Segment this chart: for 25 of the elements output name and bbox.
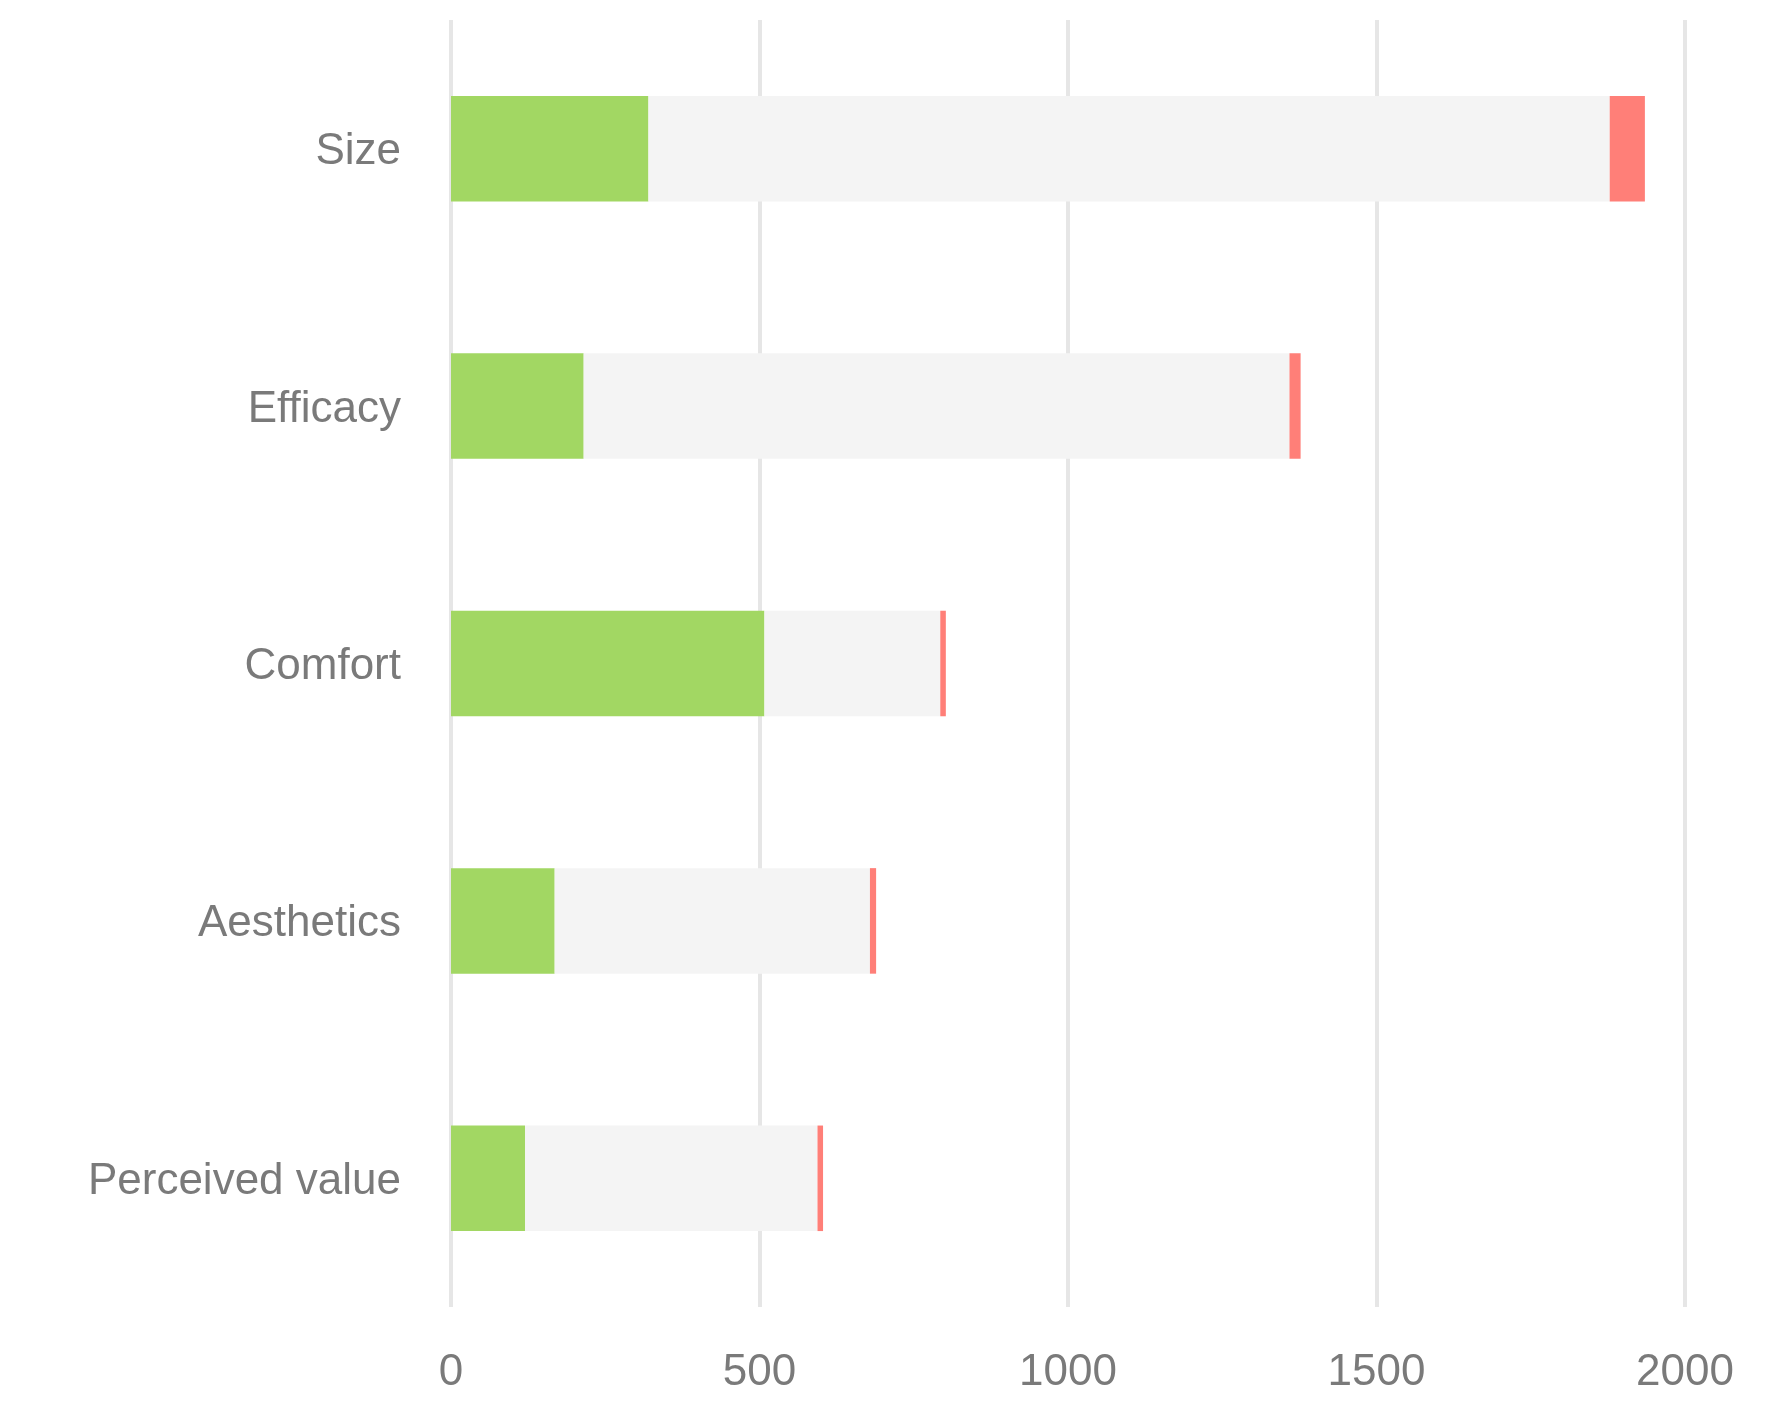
bar — [817, 1125, 824, 1232]
y-tick-label: Aesthetics — [198, 896, 401, 946]
x-tick-label: 1000 — [1019, 1344, 1117, 1394]
bar — [451, 1125, 526, 1232]
x-tick-label: 2000 — [1636, 1344, 1734, 1394]
bar — [1609, 95, 1645, 202]
bar — [451, 95, 649, 202]
bar — [1289, 353, 1301, 459]
y-tick-label: Comfort — [244, 639, 401, 688]
bar — [764, 610, 941, 717]
bar — [451, 868, 555, 974]
bar — [940, 610, 946, 717]
y-tick-label: Efficacy — [247, 381, 401, 431]
x-tick-label: 0 — [438, 1344, 464, 1394]
y-tick-label: Perceived value — [87, 1153, 401, 1203]
bar — [451, 353, 584, 459]
bar — [583, 353, 1290, 459]
bar — [525, 1125, 818, 1232]
y-tick-label: Size — [315, 124, 401, 174]
x-tick-label: 500 — [722, 1344, 797, 1394]
x-tick-label: 1500 — [1327, 1344, 1426, 1394]
bar — [648, 95, 1610, 202]
bar — [451, 610, 765, 717]
bar — [869, 868, 877, 974]
bar — [554, 868, 870, 974]
